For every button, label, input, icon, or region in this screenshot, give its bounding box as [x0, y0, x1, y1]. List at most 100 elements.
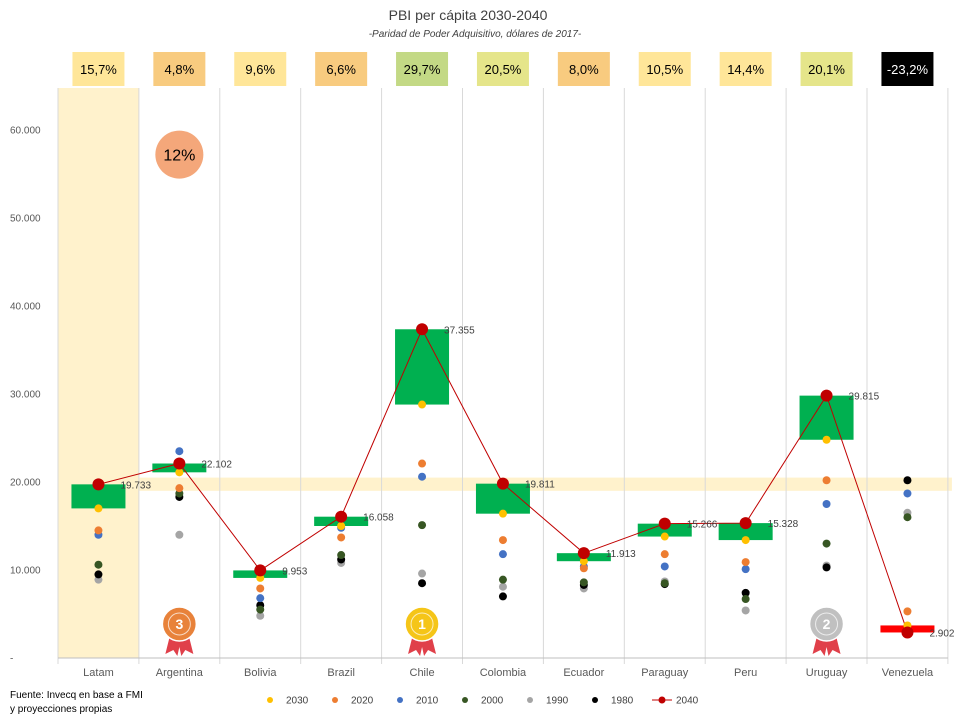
- medal-inner-ring-icon: [167, 612, 191, 636]
- y-tick-label: 60.000: [10, 126, 41, 137]
- legend-label-2030: 2030: [286, 696, 309, 707]
- value-label-2040: 22.102: [201, 460, 232, 471]
- x-tick-label-bolivia: Bolivia: [244, 667, 277, 679]
- point-2030: [741, 536, 750, 545]
- value-label-2040: 15.266: [687, 520, 718, 531]
- growth-box: [719, 52, 772, 86]
- grid-layer: - 10.000 20.000 30.000 40.000 50.000 60.000 Lat…: [10, 88, 949, 679]
- x-tick-label-ecuador: Ecuador: [563, 667, 604, 679]
- x-tick-label-argentina: Argentina: [156, 667, 204, 679]
- point-2020: [498, 536, 507, 545]
- point-2030: [418, 400, 427, 409]
- point-2040: [901, 626, 914, 639]
- point-2010: [822, 500, 831, 508]
- point-1980: [903, 476, 912, 485]
- legend-label-2000: 2000: [481, 696, 504, 707]
- point-2040: [92, 478, 105, 491]
- growth-box: [72, 52, 125, 86]
- point-2010: [418, 472, 427, 481]
- annotation-bubble: [155, 130, 204, 179]
- x-tick-label-chile: Chile: [410, 667, 435, 679]
- point-2030: [498, 509, 507, 518]
- point-2010: [903, 489, 912, 498]
- legend-marker-2020: [332, 697, 338, 703]
- point-2040: [658, 517, 671, 530]
- growth-label: 4,8%: [165, 62, 195, 77]
- point-2000: [94, 560, 103, 569]
- point-2030: [579, 557, 588, 566]
- point-2040: [416, 323, 429, 336]
- medal-rank: 3: [175, 616, 183, 632]
- point-2020: [903, 607, 912, 616]
- point-1980: [418, 579, 427, 588]
- point-2020: [175, 484, 184, 493]
- point-2040: [254, 564, 267, 577]
- source-line-2: y proyecciones propias: [10, 704, 112, 715]
- point-2040: [173, 457, 186, 470]
- point-2030: [337, 522, 346, 530]
- point-2010: [175, 447, 184, 456]
- point-2040: [335, 510, 348, 523]
- point-2040: [739, 517, 752, 530]
- growth-box: [557, 52, 610, 86]
- point-2000: [418, 521, 427, 530]
- growth-box: [881, 52, 934, 86]
- point-2000: [256, 605, 265, 614]
- point-2040: [820, 389, 833, 402]
- x-tick-label-brazil: Brazil: [327, 667, 355, 679]
- point-2020: [256, 584, 265, 593]
- point-2010: [498, 550, 507, 559]
- medal-inner-ring-icon: [815, 612, 839, 636]
- point-2040: [496, 477, 509, 490]
- annotation-bubble-text: 12%: [163, 148, 195, 165]
- value-label-2040: 29.815: [849, 392, 880, 403]
- growth-label: -23,2%: [887, 62, 929, 77]
- point-2030: [822, 435, 831, 444]
- point-2000: [337, 551, 346, 560]
- legend-label-2040: 2040: [676, 696, 699, 707]
- growth-label: 9,6%: [245, 62, 275, 77]
- growth-box: [234, 52, 287, 86]
- growth-box: [638, 52, 691, 86]
- legend-marker-2010: [397, 697, 403, 703]
- y-tick-label: -: [10, 654, 13, 665]
- value-label-2040: 15.328: [768, 519, 799, 530]
- chart-subtitle: -Paridad de Poder Adquisitivo, dólares d…: [369, 29, 582, 40]
- x-tick-label-venezuela: Venezuela: [882, 667, 934, 679]
- point-2020: [418, 459, 427, 468]
- growth-box: [800, 52, 853, 86]
- growth-label: 8,0%: [569, 62, 599, 77]
- labels-layer: 19.733 22.102 9.953 16.058 37.355 19.811 11.91…: [120, 130, 955, 656]
- value-label-2040: 9.953: [282, 566, 307, 577]
- value-label-2040: 11.913: [606, 549, 636, 560]
- legend-label-2010: 2010: [416, 696, 439, 707]
- change-bar: [718, 523, 773, 541]
- value-label-2040: 16.058: [363, 513, 394, 524]
- y-tick-label: 10.000: [10, 566, 41, 577]
- growth-label: 29,7%: [404, 62, 441, 77]
- legend-label-1990: 1990: [546, 696, 569, 707]
- point-1990: [741, 606, 750, 615]
- y-tick-label: 40.000: [10, 302, 41, 313]
- legend-label-1980: 1980: [611, 696, 634, 707]
- x-tick-label-paraguay: Paraguay: [641, 667, 689, 679]
- x-tick-label-colombia: Colombia: [480, 667, 527, 679]
- point-1990: [418, 569, 427, 578]
- y-tick-label: 30.000: [10, 390, 41, 401]
- growth-label: 14,4%: [727, 62, 764, 77]
- point-1980: [498, 592, 507, 601]
- growth-box: [476, 52, 529, 86]
- source-line-1: Fuente: Invecq en base a FMI: [10, 690, 143, 701]
- point-2020: [337, 533, 346, 542]
- value-label-2040: 37.355: [444, 325, 475, 336]
- legend-marker-1980: [592, 697, 598, 703]
- legend-marker-2040: [658, 696, 666, 704]
- point-2000: [498, 575, 507, 584]
- medal-inner-ring-icon: [410, 612, 434, 636]
- x-tick-label-latam: Latam: [83, 667, 114, 679]
- chart-title: PBI per cápita 2030-2040: [389, 7, 548, 23]
- growth-label: 6,6%: [326, 62, 356, 77]
- point-1990: [175, 530, 184, 539]
